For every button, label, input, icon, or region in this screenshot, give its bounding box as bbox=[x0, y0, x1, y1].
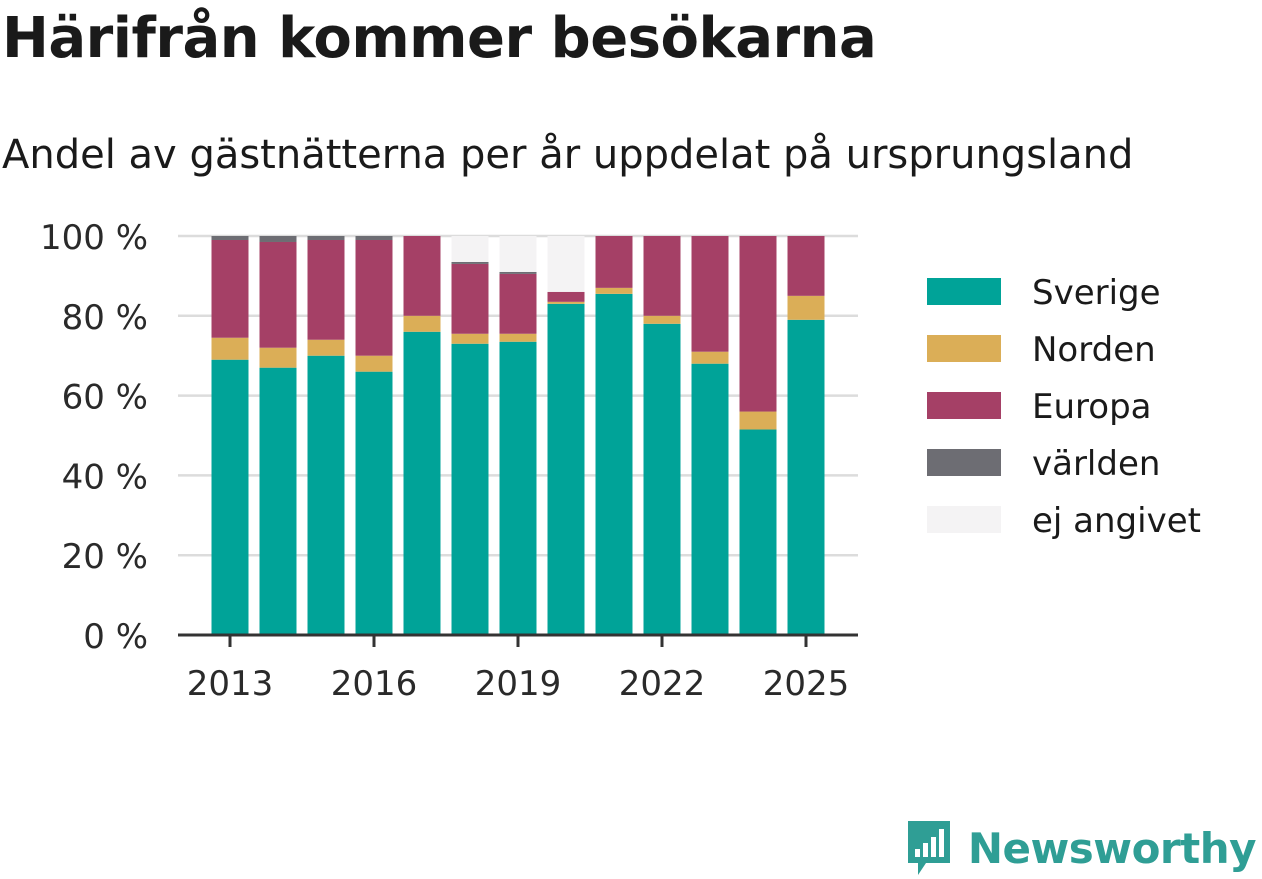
bar-2015-Norden bbox=[307, 339, 345, 356]
bar-2013-världen bbox=[211, 236, 249, 240]
bar-2018-Norden bbox=[451, 333, 489, 344]
legend-swatch-ej-angivet bbox=[927, 506, 1001, 533]
bar-2020-Norden bbox=[547, 301, 585, 304]
bar-2020-Sverige bbox=[547, 303, 585, 635]
legend-swatch-Sverige bbox=[927, 278, 1001, 305]
bar-2022-Norden bbox=[643, 315, 681, 324]
bar-2013-Sverige bbox=[211, 359, 249, 635]
legend-label: världen bbox=[1032, 444, 1160, 484]
bar-2019-Norden bbox=[499, 333, 537, 342]
bar-2019-världen bbox=[499, 271, 537, 274]
bars bbox=[211, 236, 825, 635]
y-tick-label: 40 % bbox=[62, 457, 148, 497]
x-tick-label: 2013 bbox=[187, 664, 274, 704]
bar-2019-Europa bbox=[499, 273, 537, 334]
brand-name: Newsworthy bbox=[967, 823, 1257, 873]
bar-2016-världen bbox=[355, 236, 393, 240]
brand: Newsworthy bbox=[904, 819, 1257, 877]
bar-2019-Sverige bbox=[499, 341, 537, 635]
bar-2014-världen bbox=[259, 236, 297, 242]
bar-2016-Sverige bbox=[355, 371, 393, 635]
x-tick-label: 2022 bbox=[619, 664, 706, 704]
y-tick-label: 100 % bbox=[40, 218, 148, 258]
bar-2025-Norden bbox=[787, 295, 825, 320]
y-tick-label: 0 % bbox=[83, 617, 148, 657]
bar-2023-Norden bbox=[691, 351, 729, 364]
legend-label: Norden bbox=[1032, 330, 1156, 370]
legend-label: Sverige bbox=[1032, 273, 1161, 313]
bar-2020-Europa bbox=[547, 291, 585, 302]
stacked-bar-chart: 0 % 20 % 40 % 60 % 80 % 100 % 2013 2016 2019 2022… bbox=[40, 218, 1201, 704]
bar-2013-Europa bbox=[211, 239, 249, 338]
bar-2024-Norden bbox=[739, 411, 777, 430]
bar-2017-Europa bbox=[403, 236, 441, 316]
x-tick-label: 2025 bbox=[763, 664, 850, 704]
bar-2016-Norden bbox=[355, 355, 393, 372]
bar-2022-Europa bbox=[643, 236, 681, 316]
legend-swatch-världen bbox=[927, 449, 1001, 476]
legend-label: ej angivet bbox=[1032, 501, 1201, 541]
bar-2023-Europa bbox=[691, 236, 729, 352]
bar-2015-Europa bbox=[307, 239, 345, 340]
bar-2018-världen bbox=[451, 261, 489, 264]
bar-2025-Europa bbox=[787, 236, 825, 296]
y-tick-label: 80 % bbox=[62, 298, 148, 338]
legend-label: Europa bbox=[1032, 387, 1151, 427]
bar-2017-Sverige bbox=[403, 331, 441, 635]
y-tick-label: 20 % bbox=[62, 537, 148, 577]
bar-2021-Europa bbox=[595, 236, 633, 288]
bar-2023-Sverige bbox=[691, 363, 729, 635]
bar-2021-Sverige bbox=[595, 293, 633, 635]
bar-2020-ej-angivet bbox=[547, 236, 585, 292]
bar-2017-Norden bbox=[403, 315, 441, 332]
bar-2024-Europa bbox=[739, 236, 777, 412]
bar-2025-Sverige bbox=[787, 319, 825, 635]
y-tick-label: 60 % bbox=[62, 378, 148, 418]
legend-swatch-Norden bbox=[927, 335, 1001, 362]
bar-2014-Europa bbox=[259, 241, 297, 348]
bar-2024-Sverige bbox=[739, 429, 777, 635]
legend: Sverige Norden Europa världen ej angivet bbox=[927, 273, 1201, 541]
bar-2018-Europa bbox=[451, 263, 489, 334]
chart-subtitle: Andel av gästnätterna per år uppdelat på… bbox=[2, 132, 1134, 178]
x-tick-label: 2019 bbox=[475, 664, 562, 704]
chart-title: Härifrån kommer besökarna bbox=[2, 6, 877, 71]
axes: 0 % 20 % 40 % 60 % 80 % 100 % 2013 2016 2019 2022… bbox=[40, 218, 858, 704]
bar-2022-Sverige bbox=[643, 323, 681, 635]
bar-2015-Sverige bbox=[307, 355, 345, 635]
x-tick-label: 2016 bbox=[331, 664, 418, 704]
bar-2018-ej-angivet bbox=[451, 236, 489, 262]
bar-2013-Norden bbox=[211, 337, 249, 360]
bar-2014-Sverige bbox=[259, 367, 297, 635]
newsworthy-logo-icon bbox=[907, 821, 950, 875]
bar-2015-världen bbox=[307, 236, 345, 240]
bar-2019-ej-angivet bbox=[499, 236, 537, 272]
bar-2018-Sverige bbox=[451, 343, 489, 635]
legend-swatch-Europa bbox=[927, 392, 1001, 419]
bar-2021-Norden bbox=[595, 287, 633, 294]
bar-2014-Norden bbox=[259, 347, 297, 368]
bar-2016-Europa bbox=[355, 239, 393, 356]
